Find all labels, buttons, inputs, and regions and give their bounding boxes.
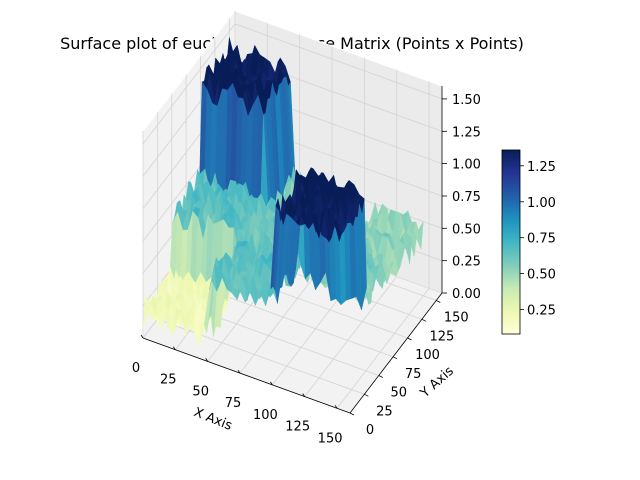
z-tick-label: 0.50 bbox=[452, 222, 481, 237]
axis-lines bbox=[142, 86, 443, 414]
axis-line bbox=[142, 337, 351, 414]
axis-line bbox=[349, 292, 443, 414]
surface-facet bbox=[331, 218, 340, 242]
z-tick-label: 0.00 bbox=[452, 287, 481, 302]
y-tick-label: 50 bbox=[391, 386, 408, 401]
y-tick-label: 75 bbox=[405, 367, 422, 382]
colorbar-ticks: 0.25 0.50 0.75 1.00 1.25 bbox=[520, 160, 556, 319]
x-tick-label: 50 bbox=[192, 384, 209, 399]
y-tick-mark bbox=[364, 393, 369, 397]
y-tick-label: 0 bbox=[366, 423, 374, 438]
x-tick-mark bbox=[302, 393, 306, 397]
x-tick-mark bbox=[237, 369, 241, 374]
y-tick-mark bbox=[349, 412, 355, 416]
x-tick-mark bbox=[205, 358, 209, 362]
y-tick-mark bbox=[436, 300, 441, 303]
y-tick-label: 25 bbox=[376, 404, 393, 419]
x-tick-label: 0 bbox=[132, 361, 140, 376]
y-tick-mark bbox=[392, 356, 398, 360]
x-tick-mark bbox=[334, 405, 338, 409]
z-tick-label: 1.00 bbox=[452, 158, 481, 173]
colorbar: 0.25 0.50 0.75 1.00 1.25 bbox=[501, 149, 556, 335]
x-axis-ticks: 0 25 50 75 100 125 150 bbox=[132, 334, 343, 446]
y-tick-mark bbox=[407, 337, 412, 341]
y-tick-label: 100 bbox=[415, 348, 440, 363]
x-tick-label: 100 bbox=[253, 408, 278, 423]
x-tick-label: 150 bbox=[318, 431, 343, 446]
x-tick-mark bbox=[140, 334, 144, 339]
x-tick-mark bbox=[270, 381, 273, 386]
colorbar-tick-label: 0.75 bbox=[527, 232, 556, 247]
z-tick-label: 0.25 bbox=[452, 255, 481, 270]
x-tick-label: 125 bbox=[285, 420, 310, 435]
x-tick-label: 75 bbox=[225, 396, 242, 411]
colorbar-tick-label: 1.25 bbox=[527, 160, 556, 175]
z-tick-label: 1.50 bbox=[452, 93, 481, 108]
z-tick-label: 1.25 bbox=[452, 125, 481, 140]
y-axis-ticks: 025 50 75 100 125 150 bbox=[349, 300, 469, 438]
y-tick-mark bbox=[378, 375, 383, 378]
surface bbox=[142, 37, 424, 347]
colorbar-scale bbox=[501, 149, 521, 335]
z-tick-label: 0.75 bbox=[452, 190, 481, 205]
y-axis-label: Y Axis bbox=[417, 364, 457, 402]
y-tick-label: 150 bbox=[444, 311, 469, 326]
y-tick-label: 125 bbox=[429, 329, 454, 344]
x-tick-mark bbox=[172, 346, 176, 350]
x-tick-label: 25 bbox=[160, 373, 177, 388]
y-tick-mark bbox=[421, 318, 427, 322]
colorbar-tick-label: 0.25 bbox=[527, 304, 556, 319]
z-axis-ticks: 0.00 0.25 0.50 0.75 1.00 1.25 1.50 bbox=[442, 93, 481, 302]
colorbar-tick-label: 1.00 bbox=[527, 196, 556, 211]
colorbar-tick-label: 0.50 bbox=[527, 268, 556, 283]
